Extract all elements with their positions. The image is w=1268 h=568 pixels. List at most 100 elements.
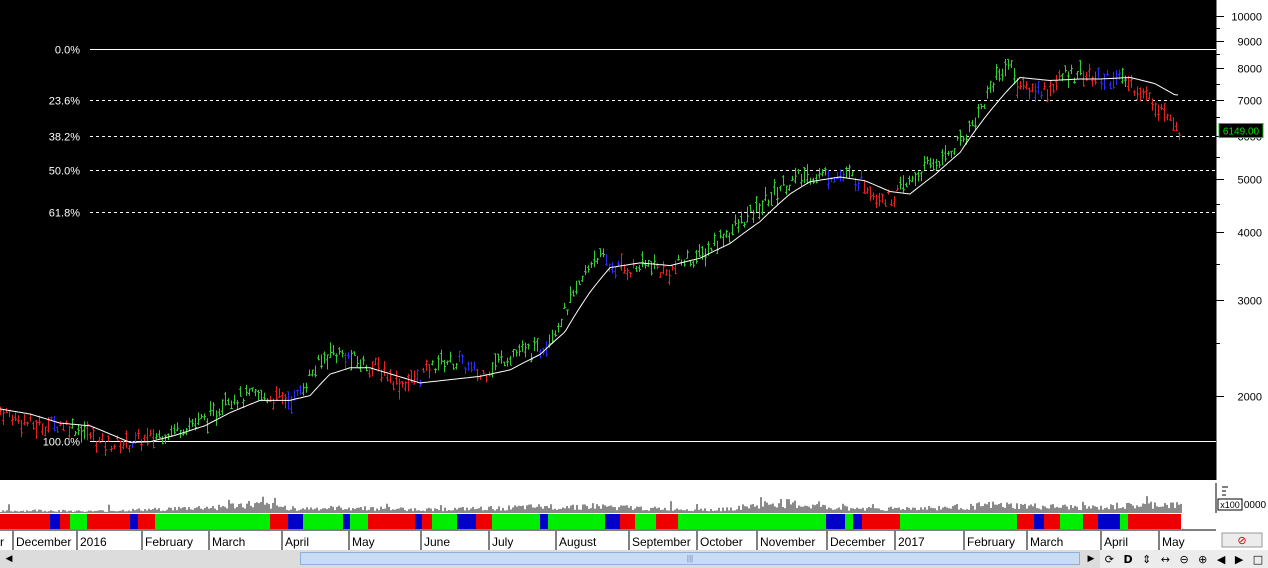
volume-bar [750,504,752,513]
price-bar [944,145,947,162]
price-bar [308,369,311,377]
price-bar [971,119,974,127]
volume-bar [242,507,244,513]
volume-bar [440,505,442,513]
price-bar [980,103,983,110]
volume-bar [650,507,652,513]
volume-bar [792,502,794,513]
horizontal-scrollbar[interactable]: ◀ ||| ▶ [0,550,1100,568]
volume-bar [720,511,722,513]
price-bar [1154,102,1157,118]
volume-bar [934,508,936,513]
volume-bar [298,510,300,513]
volume-bar [796,508,798,513]
trend-segment [620,514,635,529]
price-bar [350,350,353,371]
volume-bar [702,510,704,513]
right-arrow[interactable]: ▶ [1087,554,1095,564]
scrollbar-thumb[interactable]: ||| [300,552,1080,565]
volume-bar [396,508,398,513]
volume-bar [248,500,250,513]
next-icon[interactable]: ▶ [1234,552,1244,566]
price-bar [758,203,761,220]
volume-bar [1064,504,1066,513]
trend-segment [1098,514,1120,529]
price-bar [500,350,503,364]
volume-bar [956,504,958,513]
volume-bar [126,511,128,513]
volume-bar [212,506,214,513]
price-bar [203,413,206,421]
volume-bar [970,503,972,513]
price-bar [749,204,752,212]
volume-bar [482,510,484,513]
volume-bar [464,510,466,513]
window-icon[interactable]: □ [1252,552,1264,566]
volume-bar [572,504,574,513]
volume-bar [772,503,774,513]
price-bar [302,383,305,396]
volume-bar [670,501,672,513]
zoom-in-out-icon[interactable]: ↔ [1160,552,1170,566]
volume-bar [912,507,914,513]
zoom-out-icon[interactable]: ⊖ [1179,552,1189,566]
volume-bar [1044,506,1046,513]
volume-bar [522,505,524,513]
volume-bar [616,510,618,513]
fib-label: 0.0% [55,45,80,57]
delete-button[interactable] [1221,532,1263,548]
d-icon[interactable]: D [1123,552,1133,566]
price-bar [458,350,461,362]
x-tick-label: November [760,535,815,549]
price-bar [1166,113,1169,121]
volume-bar [1104,508,1106,513]
price-bar [413,370,416,385]
volume-bar [732,510,734,513]
zoom-in-icon[interactable]: ⊕ [1198,552,1208,566]
volume-bar [84,512,86,513]
volume-bar [644,510,646,513]
volume-bar [82,511,84,513]
volume-bar [366,510,368,513]
price-bar [665,269,668,276]
volume-bar [846,506,848,513]
volume-bar [586,506,588,513]
panel-separator [0,480,1268,483]
price-bar [392,381,395,391]
up-down-arrow-icon[interactable]: ⇕ [1142,552,1152,566]
price-bar [932,158,935,171]
volume-bar [708,511,710,513]
volume-bar [420,510,422,513]
price-bar [275,386,278,402]
volume-bar [952,506,954,513]
volume-bar [592,503,594,513]
volume-bar [1058,507,1060,513]
volume-bar [368,509,370,513]
volume-bar [280,506,282,513]
delete-icon[interactable]: ⊘ [1237,535,1246,547]
price-chart[interactable]: ⊘ 0.0% 23.6% 38.2% 50.0% 61.8% 100.0% 10000 90… [0,0,1268,550]
price-bar [509,355,512,366]
volume-bar [180,508,182,513]
volume-bar [1124,508,1126,513]
price-bar [590,261,593,268]
price-bar [968,120,971,133]
price-bar [284,393,287,409]
price-bar [881,193,884,203]
volume-bar [542,508,544,513]
volume-bar [1178,504,1180,513]
left-arrow[interactable]: ◀ [5,554,13,564]
volume-bar [662,509,664,513]
price-bar [1106,69,1109,76]
price-bar [92,427,95,441]
volume-bar [546,506,548,513]
refresh-icon[interactable]: ⟳ [1104,552,1114,566]
price-bar [677,254,680,261]
volume-bar [18,511,20,513]
prev-icon[interactable]: ◀ [1216,552,1226,566]
price-bar [20,420,23,438]
price-bar [557,322,560,333]
price-bar [11,414,14,426]
price-bar [740,211,743,224]
volume-bar [72,511,74,513]
